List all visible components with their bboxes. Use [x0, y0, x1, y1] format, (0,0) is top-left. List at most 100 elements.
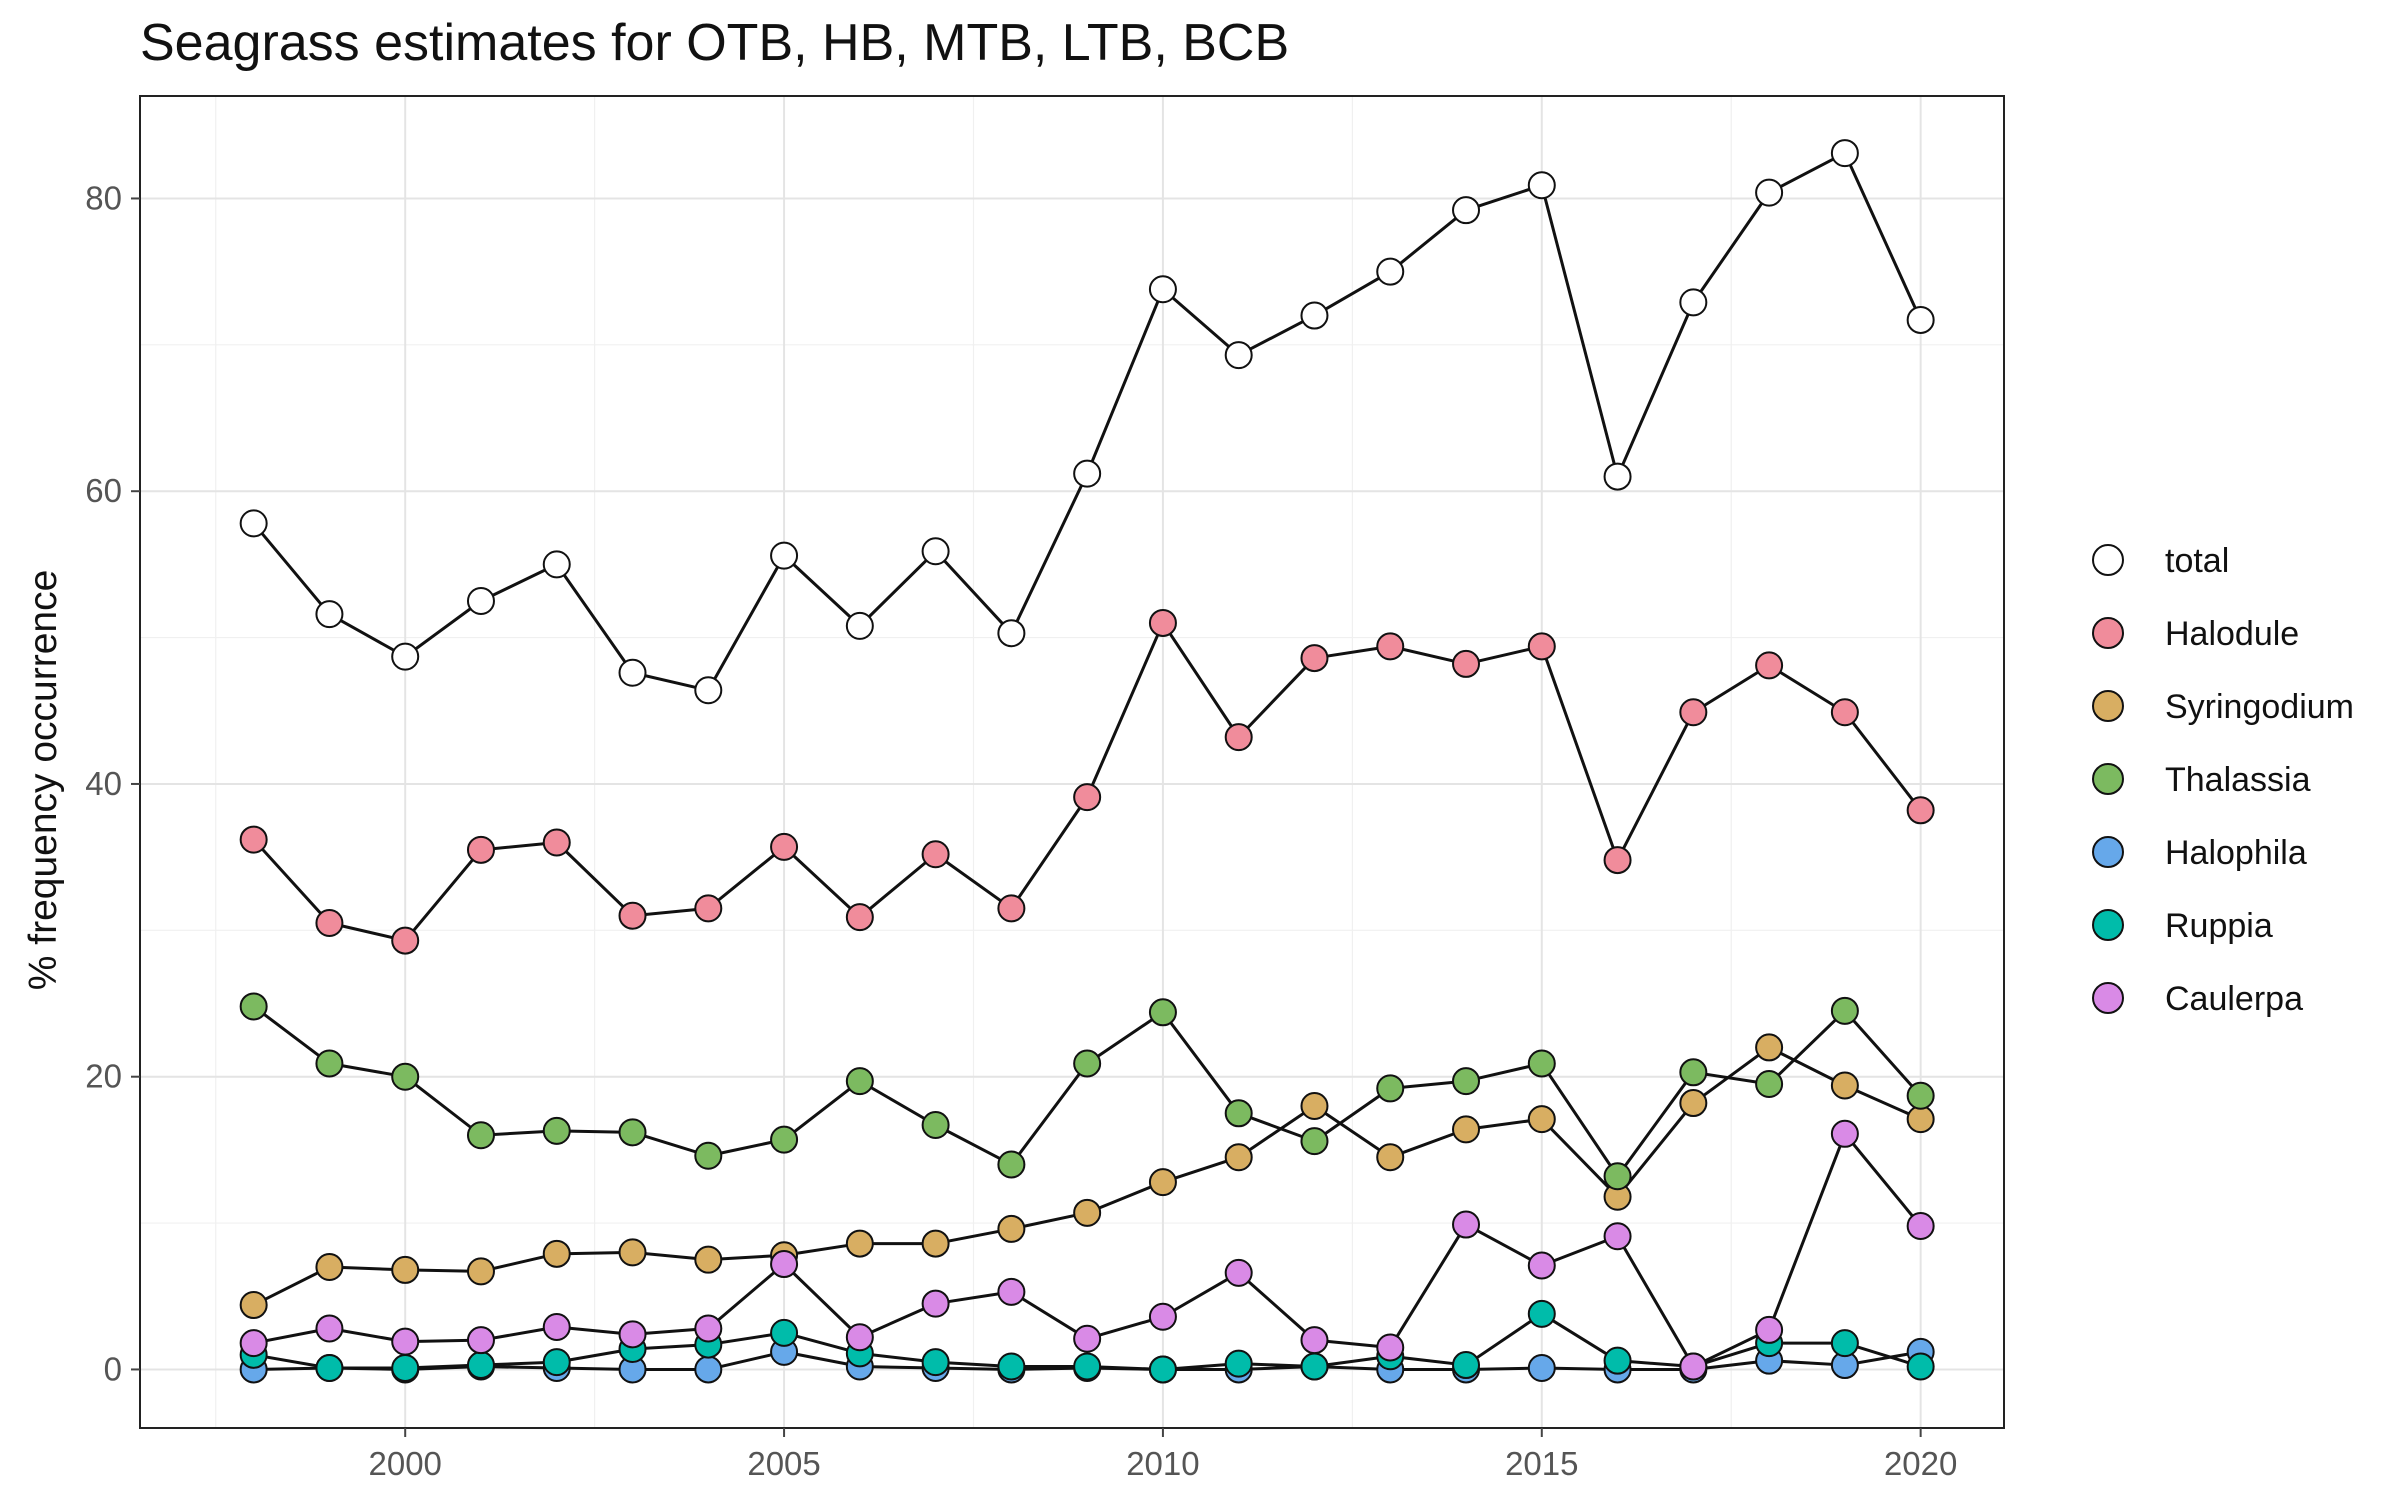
data-point-caulerpa: [1755, 1315, 1784, 1344]
data-point-caulerpa: [391, 1327, 420, 1356]
y-axis-title-group: % frequency occurrence: [22, 570, 65, 991]
legend-item-total: total: [2092, 542, 2229, 580]
data-point-thalassia: [1679, 1058, 1708, 1087]
data-point-thalassia: [1376, 1074, 1405, 1103]
data-point-thalassia: [315, 1049, 344, 1078]
data-point-total: [1830, 139, 1859, 168]
legend-item-caulerpa: Caulerpa: [2092, 980, 2303, 1018]
series-points: [239, 139, 1935, 1384]
data-point-ruppia: [315, 1353, 344, 1382]
legend-label: Halophila: [2165, 834, 2307, 872]
plot-panel: [140, 96, 2004, 1428]
data-point-syringodium: [1224, 1143, 1253, 1172]
data-point-caulerpa: [1148, 1302, 1177, 1331]
data-point-thalassia: [1224, 1099, 1253, 1128]
data-point-total: [391, 642, 420, 671]
x-axis-tick-label: 2000: [368, 1445, 441, 1482]
data-point-syringodium: [618, 1238, 647, 1267]
data-point-ruppia: [770, 1318, 799, 1347]
data-point-halodule: [770, 832, 799, 861]
data-point-halodule: [1527, 632, 1556, 661]
data-point-halodule: [1906, 796, 1935, 825]
data-point-ruppia: [542, 1348, 571, 1377]
data-point-thalassia: [1906, 1081, 1935, 1110]
data-point-thalassia: [694, 1141, 723, 1170]
data-point-syringodium: [542, 1239, 571, 1268]
data-point-halodule: [1830, 698, 1859, 727]
y-axis-title: % frequency occurrence: [22, 570, 65, 991]
data-point-halodule: [1452, 649, 1481, 678]
data-point-caulerpa: [315, 1314, 344, 1343]
data-point-syringodium: [1148, 1168, 1177, 1197]
data-point-syringodium: [1906, 1105, 1935, 1134]
axes: 2000 2005 2010 2015 2020 0 20 40 60 80: [85, 179, 1957, 1482]
data-point-thalassia: [1755, 1070, 1784, 1099]
legend-label: Caulerpa: [2165, 980, 2303, 1018]
data-point-syringodium: [1073, 1198, 1102, 1227]
data-point-thalassia: [1830, 996, 1859, 1025]
data-point-total: [1679, 288, 1708, 317]
legend-item-halophila: Halophila: [2092, 834, 2307, 872]
legend-label: Thalassia: [2165, 761, 2311, 799]
legend-item-thalassia: Thalassia: [2092, 761, 2311, 799]
legend-label: Syringodium: [2165, 688, 2354, 726]
data-point-total: [1755, 178, 1784, 207]
data-point-thalassia: [1452, 1067, 1481, 1096]
data-point-caulerpa: [542, 1313, 571, 1342]
data-point-total: [770, 541, 799, 570]
data-point-syringodium: [1300, 1091, 1329, 1120]
data-point-halodule: [997, 894, 1026, 923]
data-point-caulerpa: [1073, 1324, 1102, 1353]
data-point-ruppia: [1224, 1349, 1253, 1378]
data-point-total: [1224, 341, 1253, 370]
data-point-syringodium: [694, 1245, 723, 1274]
data-point-ruppia: [997, 1352, 1026, 1381]
plot-border: [139, 95, 2005, 1429]
data-point-syringodium: [1527, 1105, 1556, 1134]
data-point-thalassia: [770, 1125, 799, 1154]
data-point-total: [315, 600, 344, 629]
data-point-ruppia: [1148, 1355, 1177, 1384]
legend-marker: [2092, 544, 2124, 576]
data-point-halodule: [618, 901, 647, 930]
data-point-syringodium: [1452, 1115, 1481, 1144]
data-point-caulerpa: [239, 1329, 268, 1358]
data-point-thalassia: [1073, 1049, 1102, 1078]
data-point-thalassia: [1603, 1162, 1632, 1191]
data-point-total: [1452, 196, 1481, 225]
data-point-caulerpa: [1527, 1251, 1556, 1280]
data-point-halodule: [1073, 783, 1102, 812]
legend-label: Halodule: [2165, 615, 2299, 653]
data-point-thalassia: [466, 1121, 495, 1150]
data-point-syringodium: [391, 1255, 420, 1284]
data-point-ruppia: [1906, 1352, 1935, 1381]
data-point-syringodium: [315, 1252, 344, 1281]
data-point-syringodium: [1755, 1033, 1784, 1062]
data-point-ruppia: [1073, 1352, 1102, 1381]
data-point-thalassia: [997, 1150, 1026, 1179]
data-point-halodule: [466, 835, 495, 864]
legend-label: total: [2165, 542, 2229, 580]
data-point-total: [1073, 459, 1102, 488]
gridlines: [140, 96, 2004, 1428]
data-point-thalassia: [845, 1067, 874, 1096]
x-axis-tick-label: 2010: [1126, 1445, 1199, 1482]
data-point-caulerpa: [1603, 1222, 1632, 1251]
data-point-ruppia: [921, 1348, 950, 1377]
data-point-ruppia: [1830, 1329, 1859, 1358]
data-point-total: [694, 676, 723, 705]
data-point-syringodium: [466, 1257, 495, 1286]
y-axis-tick-label: 40: [85, 765, 122, 802]
y-axis-tick-label: 20: [85, 1058, 122, 1095]
data-point-caulerpa: [1906, 1212, 1935, 1241]
legend-item-syringodium: Syringodium: [2092, 688, 2354, 726]
data-point-total: [618, 658, 647, 687]
legend-item-ruppia: Ruppia: [2092, 907, 2273, 945]
data-point-thalassia: [239, 992, 268, 1021]
data-point-halodule: [845, 903, 874, 932]
y-axis-tick-label: 80: [85, 179, 122, 216]
data-point-halodule: [1603, 846, 1632, 875]
legend-marker: [2092, 617, 2124, 649]
data-point-total: [542, 550, 571, 579]
data-point-ruppia: [1603, 1346, 1632, 1375]
